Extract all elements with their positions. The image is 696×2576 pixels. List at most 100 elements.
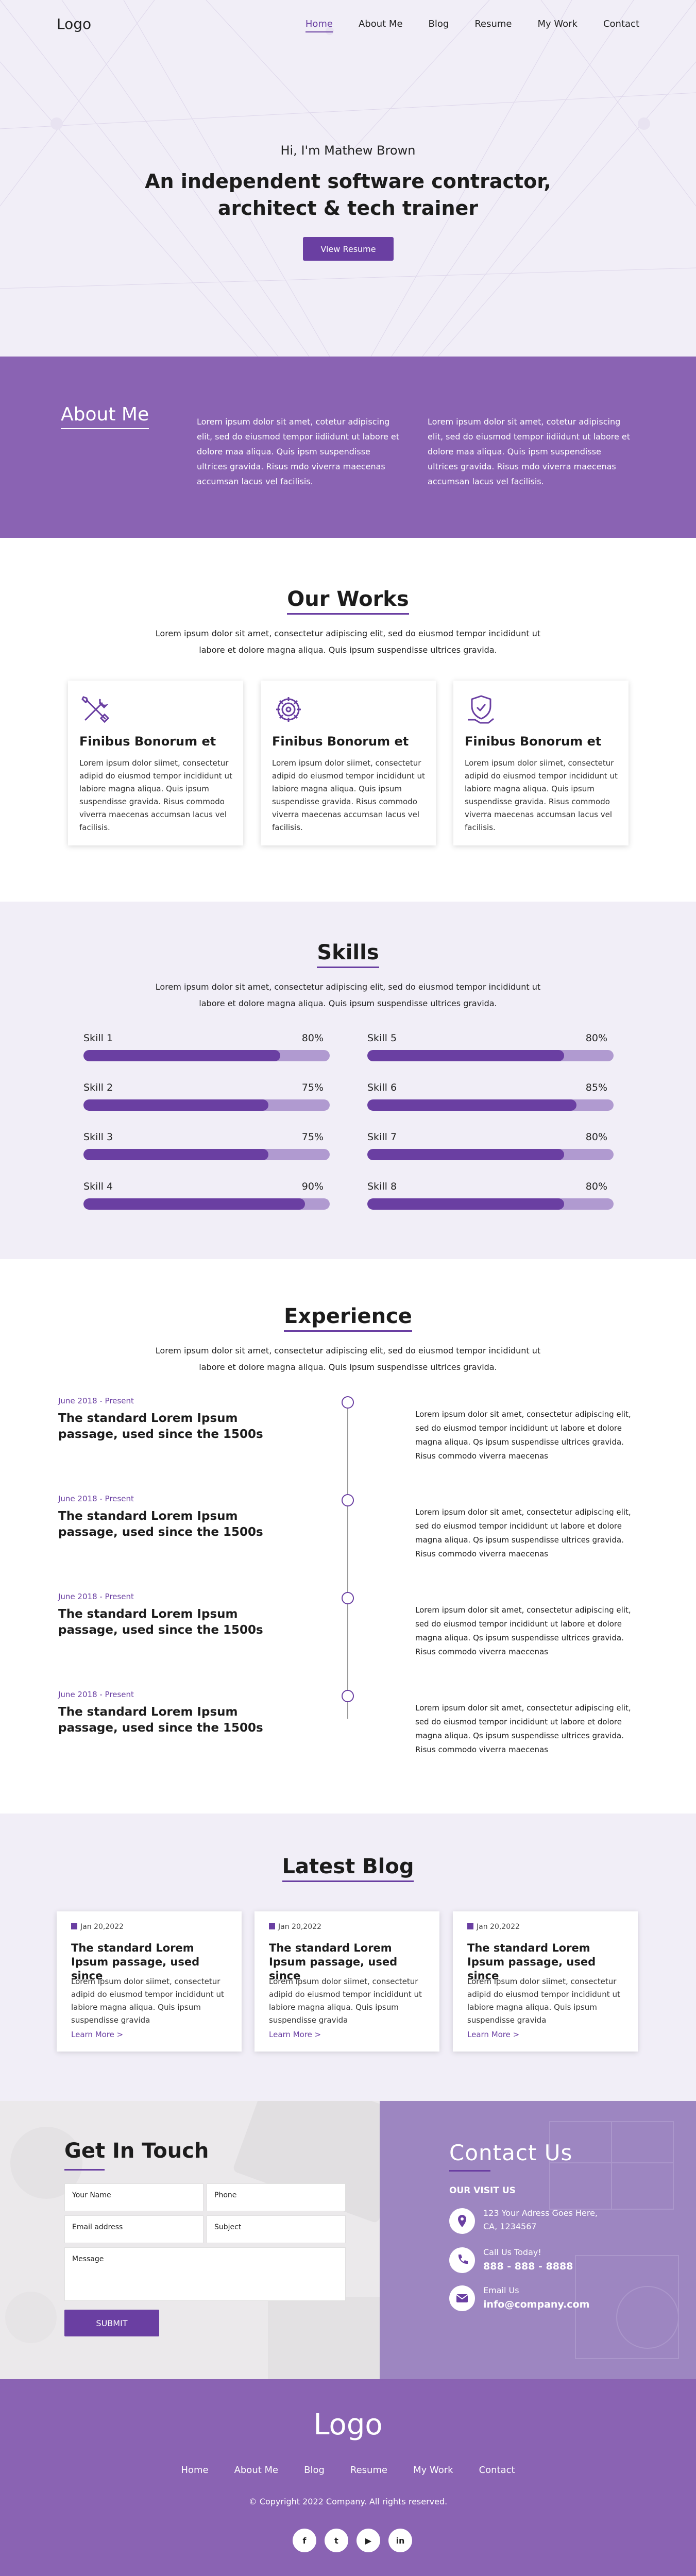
email-address[interactable]: info@company.com [483,2299,590,2310]
skill-percent: 80% [301,1032,324,1044]
message-field[interactable]: Message [64,2247,346,2301]
skill-progress-bar [367,1149,614,1160]
contact-info-panel: Contact Us OUR VISIT US 123 Your Adress … [380,2101,696,2379]
about-text-col-2: Lorem ipsum dolor sit amet, cotetur adip… [428,417,631,486]
twitter-icon[interactable]: t [325,2529,348,2552]
blog-section: Latest Blog Jan 20,2022 The standard Lor… [0,1814,696,2101]
about-section: About Me Lorem ipsum dolor sit amet, cot… [0,357,696,538]
skill-progress-fill [367,1099,577,1111]
email-label: Email Us [483,2285,519,2295]
skill-name: Skill 2 [83,1082,113,1093]
experience-text: Lorem ipsum dolor sit amet, consectetur … [415,1410,631,1461]
calendar-icon [467,1923,473,1929]
nav-item-home[interactable]: Home [305,19,333,32]
footer-logo[interactable]: Logo [313,2408,383,2442]
work-card-title: Finibus Bonorum et [79,734,216,749]
experience-text: Lorem ipsum dolor sit amet, consectetur … [415,1507,631,1558]
learn-more-link[interactable]: Learn More > [71,2030,124,2039]
experience-text: Lorem ipsum dolor sit amet, consectetur … [415,1703,631,1754]
footer-item-home[interactable]: Home [181,2465,209,2476]
facebook-icon[interactable]: f [293,2529,316,2552]
skills-title-text: Skills [317,941,379,968]
skills-section: Skills Lorem ipsum dolor sit amet, conse… [0,902,696,1259]
experience-heading: The standard Lorem Ipsum passage, used s… [58,1412,263,1441]
work-card-title: Finibus Bonorum et [465,734,602,749]
skill-progress-bar [83,1099,330,1111]
nav-item-about[interactable]: About Me [358,19,403,29]
skill-progress-fill [367,1050,565,1061]
blog-date-text: Jan 20,2022 [80,1923,124,1931]
blog-date-text: Jan 20,2022 [278,1923,321,1931]
experience-date: June 2018 - Present [58,1396,134,1405]
experience-subtitle: Lorem ipsum dolor sit amet, consectetur … [155,1346,541,1372]
footer-item-blog[interactable]: Blog [304,2465,325,2476]
works-section: Our Works Lorem ipsum dolor sit amet, co… [0,538,696,902]
works-title-text: Our Works [287,587,409,615]
phone-field[interactable]: Phone [207,2183,346,2211]
timeline-dot [342,1592,354,1604]
calendar-icon [71,1923,77,1929]
subject-field[interactable]: Subject [207,2215,346,2243]
gear-icon [276,697,301,722]
skill-progress-fill [83,1050,281,1061]
skill-progress-bar [83,1149,330,1160]
experience-date: June 2018 - Present [58,1690,134,1699]
logo[interactable]: Logo [57,15,92,32]
blog-title-text: Latest Blog [282,1855,414,1882]
work-card[interactable]: Finibus Bonorum et Lorem ipsum dolor sii… [68,681,243,845]
learn-more-link[interactable]: Learn More > [269,2030,321,2039]
name-field[interactable]: Your Name [64,2183,203,2211]
blog-date: Jan 20,2022 [269,1923,321,1931]
contact-form-panel: Get In Touch Your Name Phone Email addre… [0,2101,380,2379]
top-nav: Logo Home About Me Blog Resume My Work C… [0,0,696,49]
learn-more-link[interactable]: Learn More > [467,2030,520,2039]
blog-card[interactable]: Jan 20,2022 The standard Lorem Ipsum pas… [57,1911,242,2052]
timeline-dot [342,1690,354,1702]
nav-item-blog[interactable]: Blog [428,19,449,29]
phone-number[interactable]: 888 - 888 - 8888 [483,2261,573,2272]
linkedin-icon[interactable]: in [388,2529,412,2552]
experience-heading: The standard Lorem Ipsum passage, used s… [58,1607,263,1637]
timeline-dot [342,1396,354,1409]
footer-item-my-work[interactable]: My Work [413,2465,453,2476]
footer-item-contact[interactable]: Contact [479,2465,515,2476]
visit-label: OUR VISIT US [449,2185,516,2196]
footer-item-resume[interactable]: Resume [350,2465,388,2476]
blog-card-title: The standard Lorem Ipsum passage, used s… [71,1942,200,1982]
work-card-title: Finibus Bonorum et [272,734,409,749]
footer-menu: Home About Me Blog Resume My Work Contac… [0,2465,696,2476]
submit-button[interactable]: SUBMIT [64,2310,159,2336]
nav-item-contact[interactable]: Contact [603,19,639,29]
contact-info-underline [449,2170,490,2172]
address-line-1: 123 Your Adress Goes Here, [483,2208,598,2218]
footer-item-about[interactable]: About Me [234,2465,279,2476]
blog-card-text: Lorem ipsum dolor siimet, consectetur ad… [269,1977,422,2025]
contact-info-title: Contact Us [449,2140,573,2165]
skill-progress-fill [367,1149,565,1160]
skills-subtitle: Lorem ipsum dolor sit amet, consectetur … [155,982,541,1008]
skill-name: Skill 7 [367,1131,397,1143]
blog-card[interactable]: Jan 20,2022 The standard Lorem Ipsum pas… [453,1911,638,2052]
work-card[interactable]: Finibus Bonorum et Lorem ipsum dolor sii… [453,681,629,845]
view-resume-button[interactable]: View Resume [303,237,394,261]
skill-percent: 80% [585,1181,607,1192]
social-links: f t ▶ in [293,2529,412,2552]
nav-menu: Home About Me Blog Resume My Work Contac… [305,19,639,32]
blog-title: Latest Blog [0,1855,696,1882]
blog-card[interactable]: Jan 20,2022 The standard Lorem Ipsum pas… [254,1911,439,2052]
copyright: © Copyright 2022 Company. All rights res… [248,2497,448,2506]
call-label: Call Us Today! [483,2247,541,2257]
skill-progress-fill [367,1198,565,1210]
youtube-icon[interactable]: ▶ [357,2529,380,2552]
nav-item-my-work[interactable]: My Work [537,19,578,29]
skill-name: Skill 5 [367,1032,397,1044]
work-card[interactable]: Finibus Bonorum et Lorem ipsum dolor sii… [261,681,436,845]
skill-name: Skill 4 [83,1181,113,1192]
skill-progress-bar [367,1198,614,1210]
mail-icon [449,2285,475,2311]
experience-section: Experience Lorem ipsum dolor sit amet, c… [0,1259,696,1814]
nav-item-resume[interactable]: Resume [474,19,512,29]
blog-card-text: Lorem ipsum dolor siimet, consectetur ad… [71,1977,224,2025]
email-field[interactable]: Email address [64,2215,203,2243]
phone-icon [449,2247,475,2273]
